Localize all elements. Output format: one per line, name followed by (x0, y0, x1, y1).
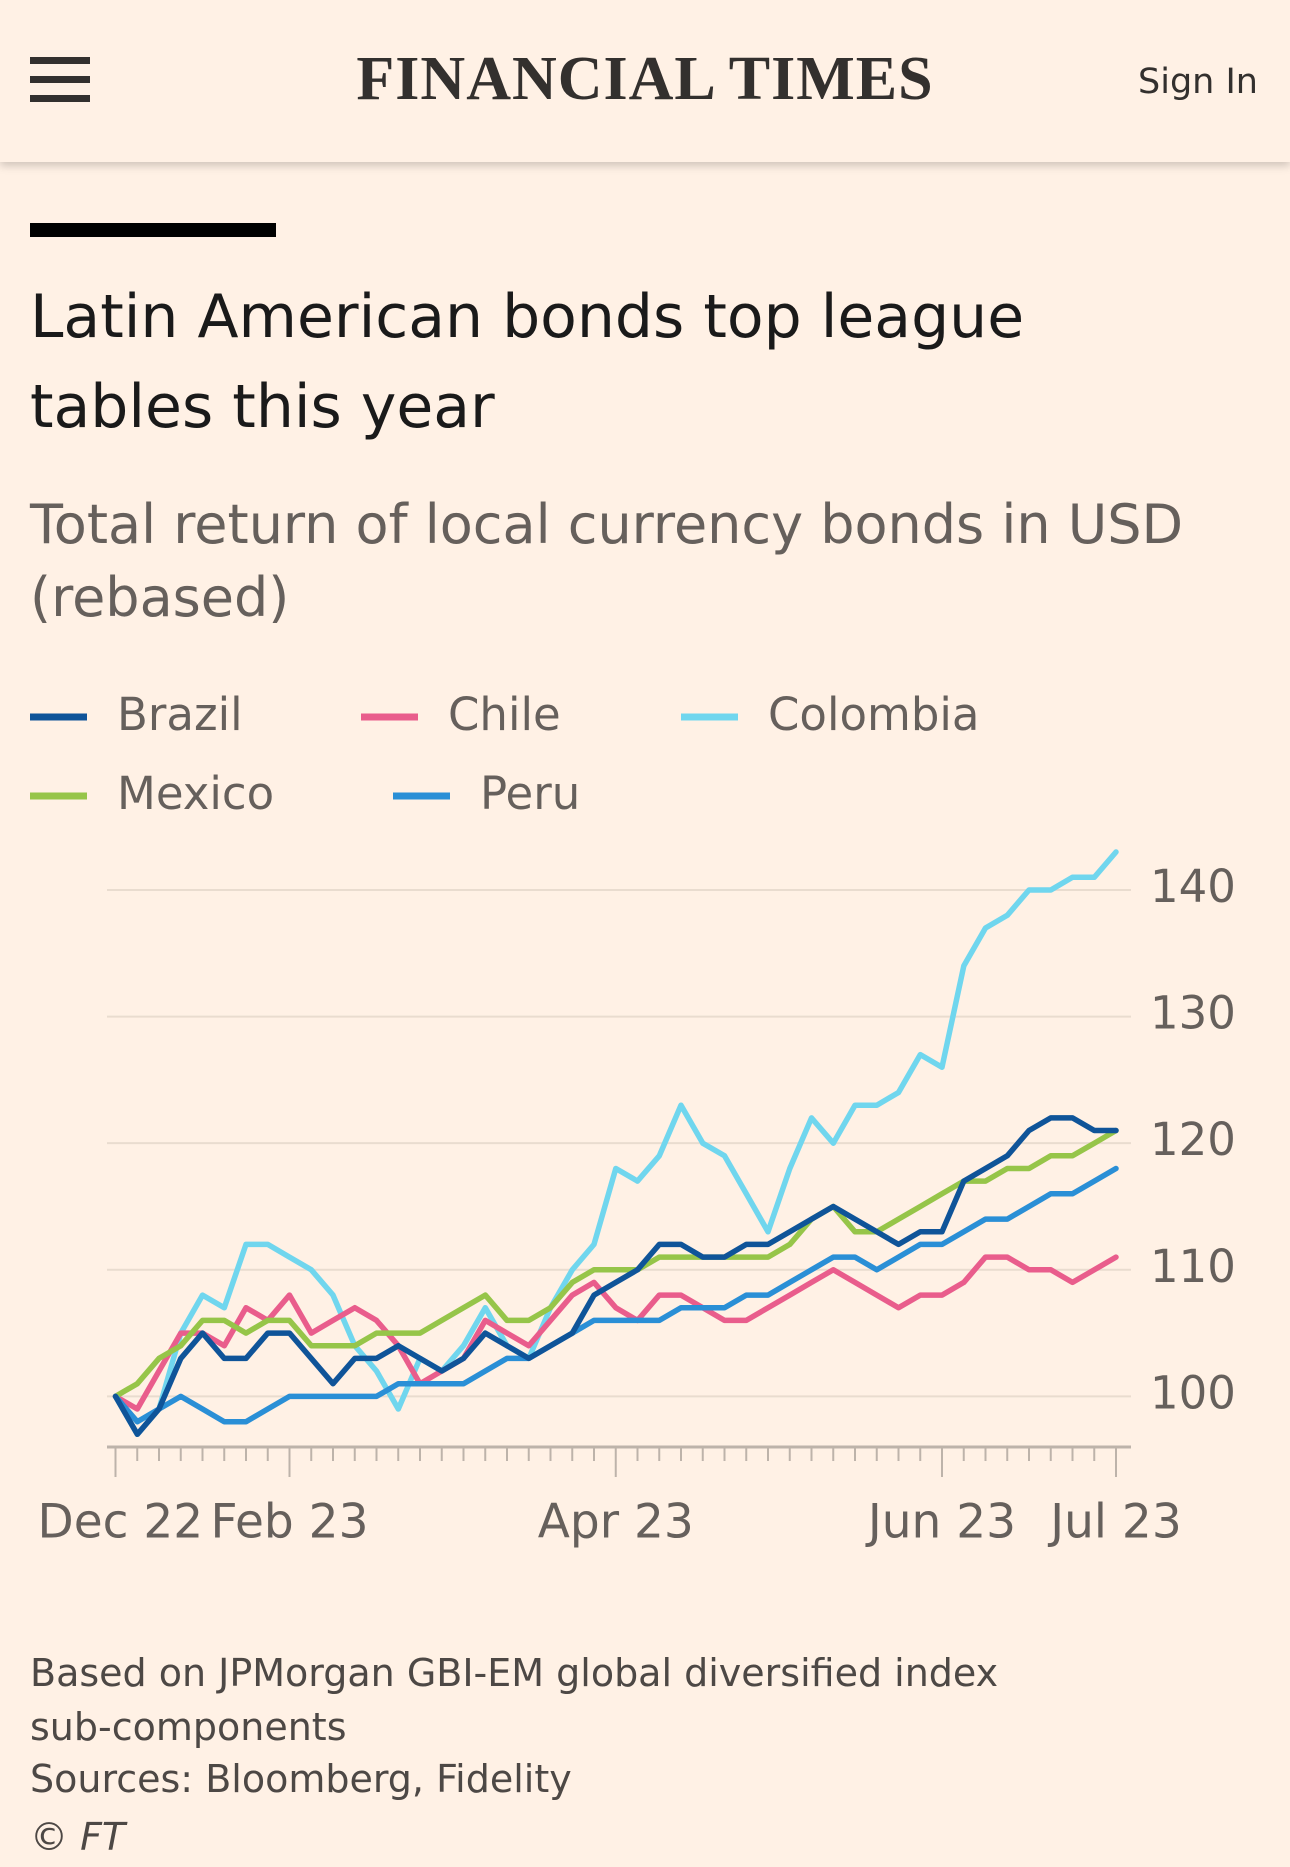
title-bar (30, 223, 276, 237)
series-line (112, 1115, 1119, 1438)
legend-label: Peru (480, 767, 580, 820)
source: Sources: Bloomberg, Fidelity (30, 1757, 572, 1801)
series-line (112, 1165, 1119, 1425)
series-line (112, 1127, 1119, 1400)
legend-label: Mexico (117, 767, 274, 820)
legend-label: Colombia (768, 688, 979, 741)
x-tick-label: Feb 23 (211, 1495, 369, 1550)
x-tick-label: Jun 23 (865, 1495, 1016, 1550)
header: FINANCIAL TIMES Sign In (0, 0, 1290, 162)
y-tick-label: 100 (1150, 1366, 1236, 1419)
chart-title: Latin American bonds top league tables t… (30, 282, 1025, 442)
y-tick-label: 130 (1150, 987, 1236, 1040)
chart-subtitle: Total return of local currency bonds in … (30, 493, 1184, 629)
x-tick-label: Dec 22 (38, 1495, 204, 1550)
credit: © FT (30, 1815, 126, 1859)
sign-in[interactable]: Sign In (1138, 62, 1258, 102)
y-tick-label: 120 (1150, 1113, 1236, 1166)
x-tick-label: Apr 23 (538, 1495, 694, 1550)
note: Based on JPMorgan GBI-EM global diversif… (30, 1651, 999, 1749)
legend-label: Brazil (117, 688, 243, 741)
legend-label: Chile (448, 688, 561, 741)
series-line (112, 849, 1119, 1438)
series-line (112, 1254, 1119, 1412)
y-tick-label: 110 (1150, 1240, 1236, 1293)
x-tick-label: Jul 23 (1047, 1495, 1181, 1550)
menu-button[interactable] (30, 57, 90, 102)
y-tick-label: 140 (1150, 860, 1236, 913)
masthead[interactable]: FINANCIAL TIMES (356, 45, 934, 113)
